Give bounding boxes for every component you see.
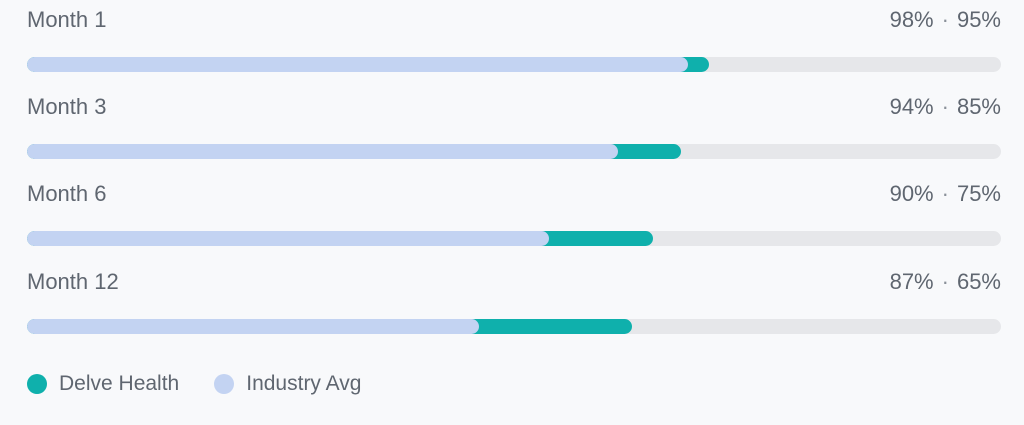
legend-item-delve-health[interactable]: Delve Health bbox=[27, 366, 179, 402]
bar-track bbox=[27, 57, 1001, 72]
category-label: Month 3 bbox=[27, 94, 107, 119]
bar-row-header: Month 3 94% · 85% bbox=[27, 87, 1001, 127]
category-label: Month 1 bbox=[27, 7, 107, 32]
legend: Delve Health Industry Avg bbox=[27, 366, 396, 402]
industry-value-label: 65% bbox=[956, 269, 1001, 294]
value-separator: · bbox=[941, 94, 949, 119]
legend-item-industry-avg[interactable]: Industry Avg bbox=[214, 366, 361, 402]
bar-track bbox=[27, 319, 1001, 334]
industry-value-label: 75% bbox=[956, 181, 1001, 206]
category-label: Month 12 bbox=[27, 269, 119, 294]
bar-industry-avg bbox=[27, 144, 618, 159]
bar-row: Month 6 90% · 75% bbox=[27, 174, 1001, 254]
delve-value-label: 90% bbox=[889, 181, 934, 206]
legend-dot-industry-avg-icon bbox=[214, 374, 235, 394]
value-labels: 87% · 65% bbox=[890, 262, 1001, 302]
category-label: Month 6 bbox=[27, 181, 107, 206]
value-labels: 90% · 75% bbox=[890, 174, 1001, 214]
bar-row: Month 3 94% · 85% bbox=[27, 87, 1001, 167]
bar-row: Month 1 98% · 95% bbox=[27, 0, 1001, 80]
delve-value-label: 87% bbox=[889, 269, 934, 294]
bar-row-header: Month 1 98% · 95% bbox=[27, 0, 1001, 40]
bar-track bbox=[27, 144, 1001, 159]
legend-label-industry-avg: Industry Avg bbox=[246, 372, 362, 395]
value-separator: · bbox=[941, 181, 949, 206]
industry-value-label: 95% bbox=[956, 7, 1001, 32]
value-separator: · bbox=[941, 269, 949, 294]
delve-value-label: 94% bbox=[889, 94, 934, 119]
legend-dot-delve-health-icon bbox=[27, 374, 47, 394]
legend-label-delve-health: Delve Health bbox=[59, 372, 180, 395]
bar-row: Month 12 87% · 65% bbox=[27, 262, 1001, 342]
value-labels: 94% · 85% bbox=[890, 87, 1001, 127]
value-labels: 98% · 95% bbox=[890, 0, 1001, 40]
delve-value-label: 98% bbox=[889, 7, 934, 32]
bar-industry-avg bbox=[27, 57, 688, 72]
bar-industry-avg bbox=[27, 231, 549, 246]
industry-value-label: 85% bbox=[956, 94, 1001, 119]
bar-row-header: Month 6 90% · 75% bbox=[27, 174, 1001, 214]
bar-industry-avg bbox=[27, 319, 479, 334]
value-separator: · bbox=[941, 7, 949, 32]
bar-row-header: Month 12 87% · 65% bbox=[27, 262, 1001, 302]
bar-track bbox=[27, 231, 1001, 246]
